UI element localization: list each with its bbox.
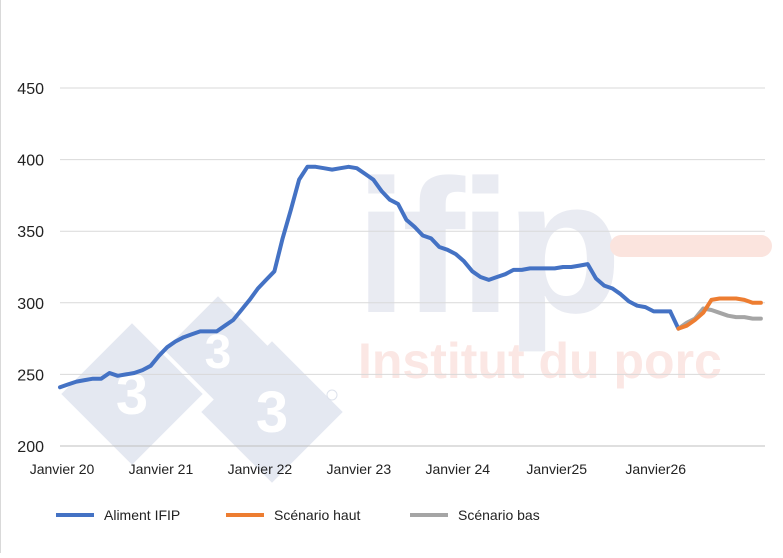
registered-mark-icon bbox=[326, 389, 338, 401]
y-axis: 200 250 300 350 400 450 bbox=[17, 81, 44, 456]
series-line-2 bbox=[676, 306, 763, 331]
series-line-3 bbox=[668, 309, 681, 331]
x-tick-label: Janvier 22 bbox=[228, 461, 293, 477]
legend: Aliment IFIP Scénario haut Scénario bas bbox=[56, 507, 540, 523]
legend-label: Scénario bas bbox=[458, 507, 540, 523]
badge-digit-2: 3 bbox=[205, 326, 232, 379]
x-tick-label: Janvier 20 bbox=[30, 461, 95, 477]
y-tick-label: 350 bbox=[17, 224, 44, 241]
y-tick-label: 250 bbox=[17, 367, 44, 384]
y-tick-label: 300 bbox=[17, 296, 44, 313]
badge-digit-3: 3 bbox=[256, 380, 288, 445]
y-tick-label: 200 bbox=[17, 439, 44, 456]
x-tick-label: Janvier 21 bbox=[129, 461, 194, 477]
y-tick-label: 400 bbox=[17, 153, 44, 170]
watermark-logo-text: ifip bbox=[355, 141, 616, 353]
watermark-badge: 3 3 3 bbox=[61, 296, 343, 483]
legend-label: Scénario haut bbox=[274, 507, 361, 523]
x-tick-label: Janvier 24 bbox=[425, 461, 490, 477]
y-tick-label: 450 bbox=[17, 81, 44, 98]
x-axis: Janvier 20 Janvier 21 Janvier 22 Janvier 23… bbox=[30, 445, 765, 477]
x-tick-label: Janvier26 bbox=[625, 461, 686, 477]
series-line-1 bbox=[676, 296, 763, 331]
x-tick-label: Janvier 23 bbox=[327, 461, 392, 477]
left-border bbox=[0, 0, 1, 553]
series-line-0 bbox=[58, 164, 673, 390]
watermark-tagline: Institut du porc bbox=[358, 333, 722, 389]
x-tick-label: Janvier25 bbox=[526, 461, 587, 477]
legend-label: Aliment IFIP bbox=[104, 507, 180, 523]
series bbox=[58, 164, 763, 390]
watermark-logo-bar bbox=[610, 235, 772, 257]
